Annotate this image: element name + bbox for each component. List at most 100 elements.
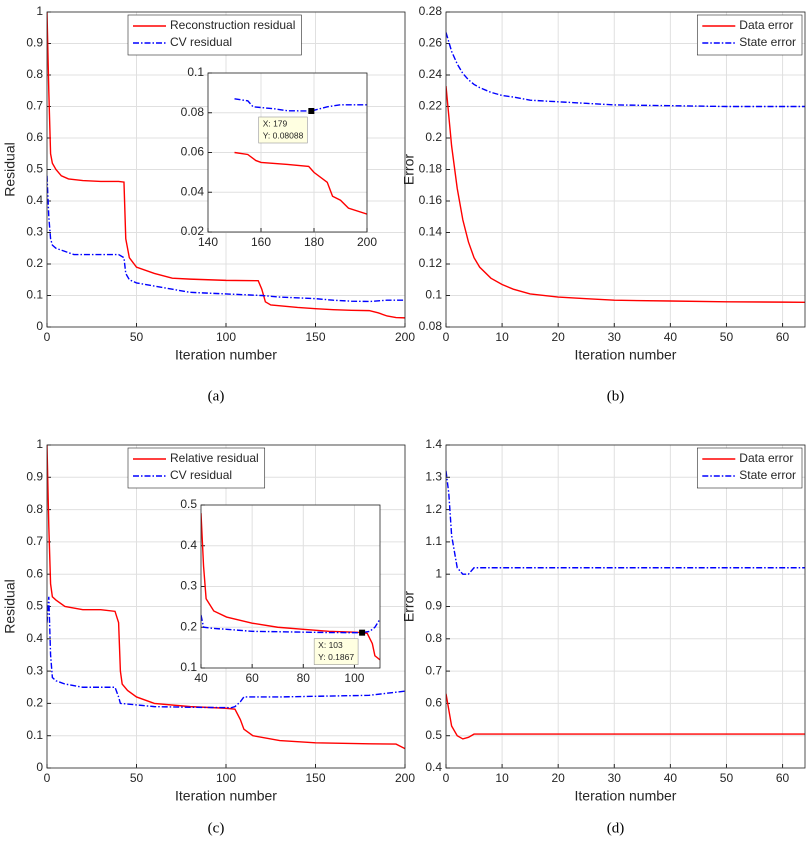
y-tick-label: 0.28 xyxy=(419,4,443,18)
y-tick-label: 0.08 xyxy=(419,319,443,333)
series-line xyxy=(446,32,805,108)
y-tick-label: 0.16 xyxy=(419,193,443,207)
y-axis-label: Residual xyxy=(2,142,18,196)
y-tick-label: 0.14 xyxy=(419,225,443,239)
y-tick-label: 0.1 xyxy=(26,728,43,742)
x-tick-label: 100 xyxy=(344,671,364,685)
y-tick-label: 0.7 xyxy=(425,663,442,677)
y-tick-label: 0.5 xyxy=(26,162,43,176)
x-tick-label: 0 xyxy=(443,771,450,785)
panel: 0 50 100 150 200 0 0.1 0.2 0.3 0.4 0.5 0.6 0.7 0.8 0.9… xyxy=(2,4,416,404)
panel: 0 10 20 30 40 50 60 0.08 0.1 0.12 0.14 0.16 0.18 0.2 0… xyxy=(401,4,806,404)
legend: Data error State error xyxy=(696,447,803,489)
x-tick-label: 150 xyxy=(305,771,325,785)
x-tick-label: 50 xyxy=(130,771,144,785)
datatip-box xyxy=(258,116,308,144)
legend: Relative residual CV residual xyxy=(127,447,266,489)
axes-box xyxy=(207,72,368,233)
x-tick-label: 0 xyxy=(44,771,51,785)
datatip-x: X: 103 xyxy=(318,640,343,650)
x-tick-label: 60 xyxy=(245,671,259,685)
legend-label: State error xyxy=(739,35,796,49)
y-tick-label: 1.3 xyxy=(425,469,442,483)
legend-box xyxy=(127,14,302,56)
axes-box xyxy=(445,11,806,328)
y-tick-label: 0.22 xyxy=(419,99,443,113)
y-tick-label: 0.7 xyxy=(26,99,43,113)
y-tick-label: 0.5 xyxy=(26,599,43,613)
legend-label: Relative residual xyxy=(170,451,259,465)
legend-label: Data error xyxy=(739,451,793,465)
caption: (d) xyxy=(607,820,625,836)
y-tick-label: 0.08 xyxy=(181,105,205,119)
x-tick-label: 0 xyxy=(44,330,51,344)
y-tick-label: 0.12 xyxy=(419,256,443,270)
datatip-marker xyxy=(359,629,366,636)
y-axis-label: Error xyxy=(401,591,417,622)
x-tick-label: 50 xyxy=(720,771,734,785)
y-tick-label: 0.2 xyxy=(26,256,43,270)
y-tick-label: 0.9 xyxy=(26,36,43,50)
legend: Data error State error xyxy=(696,14,803,56)
y-tick-label: 1 xyxy=(36,4,43,18)
x-tick-label: 180 xyxy=(304,235,324,249)
y-tick-label: 0 xyxy=(36,319,43,333)
legend-label: Reconstruction residual xyxy=(170,18,295,32)
x-axis-label: Iteration number xyxy=(175,347,277,363)
y-tick-label: 0.3 xyxy=(26,663,43,677)
y-tick-label: 0 xyxy=(36,760,43,774)
legend-box xyxy=(696,14,803,56)
x-tick-label: 150 xyxy=(305,330,325,344)
x-tick-label: 200 xyxy=(357,235,377,249)
panel: 0 50 100 150 200 0 0.1 0.2 0.3 0.4 0.5 0.6 0.7 0.8 0.9… xyxy=(2,437,416,836)
series-line xyxy=(47,445,405,750)
legend-box xyxy=(696,447,803,489)
caption: (c) xyxy=(208,820,225,836)
y-tick-label: 0.4 xyxy=(180,538,197,552)
y-tick-label: 1 xyxy=(435,566,442,580)
x-tick-label: 50 xyxy=(720,330,734,344)
y-tick-label: 0.9 xyxy=(425,599,442,613)
x-tick-label: 80 xyxy=(297,671,311,685)
x-tick-label: 40 xyxy=(194,671,208,685)
series-line xyxy=(446,470,805,575)
y-tick-label: 0.3 xyxy=(26,225,43,239)
y-tick-label: 1.4 xyxy=(425,437,442,451)
series-line xyxy=(234,98,367,112)
y-tick-label: 0.06 xyxy=(181,145,205,159)
series-line xyxy=(446,85,805,303)
axes-box xyxy=(46,444,406,769)
series-line xyxy=(446,693,805,740)
axes-box xyxy=(200,504,381,669)
y-tick-label: 0.6 xyxy=(26,130,43,144)
x-tick-label: 200 xyxy=(395,771,415,785)
y-tick-label: 1 xyxy=(36,437,43,451)
legend-label: CV residual xyxy=(170,35,232,49)
y-tick-label: 0.2 xyxy=(180,619,197,633)
x-axis-label: Iteration number xyxy=(175,788,277,804)
y-tick-label: 0.5 xyxy=(180,497,197,511)
series-line xyxy=(234,151,367,215)
x-tick-label: 100 xyxy=(216,330,236,344)
y-tick-label: 0.1 xyxy=(425,288,442,302)
panel: 0 10 20 30 40 50 60 0.4 0.5 0.6 0.7 0.8 0.9 1 1.1 1.2 1.… xyxy=(401,437,806,836)
y-tick-label: 0.6 xyxy=(425,696,442,710)
x-tick-label: 30 xyxy=(608,771,622,785)
x-tick-label: 40 xyxy=(664,330,678,344)
datatip-x: X: 179 xyxy=(263,118,288,128)
y-tick-label: 0.26 xyxy=(419,36,443,50)
datatip-box xyxy=(313,638,359,665)
y-tick-label: 0.5 xyxy=(425,728,442,742)
x-tick-label: 10 xyxy=(495,771,509,785)
y-tick-label: 0.24 xyxy=(419,67,443,81)
x-tick-label: 200 xyxy=(395,330,415,344)
y-tick-label: 0.2 xyxy=(425,130,442,144)
y-tick-label: 0.1 xyxy=(187,65,204,79)
y-tick-label: 0.2 xyxy=(26,696,43,710)
y-tick-label: 0.8 xyxy=(26,67,43,81)
x-tick-label: 100 xyxy=(216,771,236,785)
series-line xyxy=(47,175,405,303)
inset: 140 160 180 200 0.02 0.04 0.06 0.08 0.1 X: 179 Y: … xyxy=(181,65,378,249)
x-tick-label: 20 xyxy=(552,771,566,785)
